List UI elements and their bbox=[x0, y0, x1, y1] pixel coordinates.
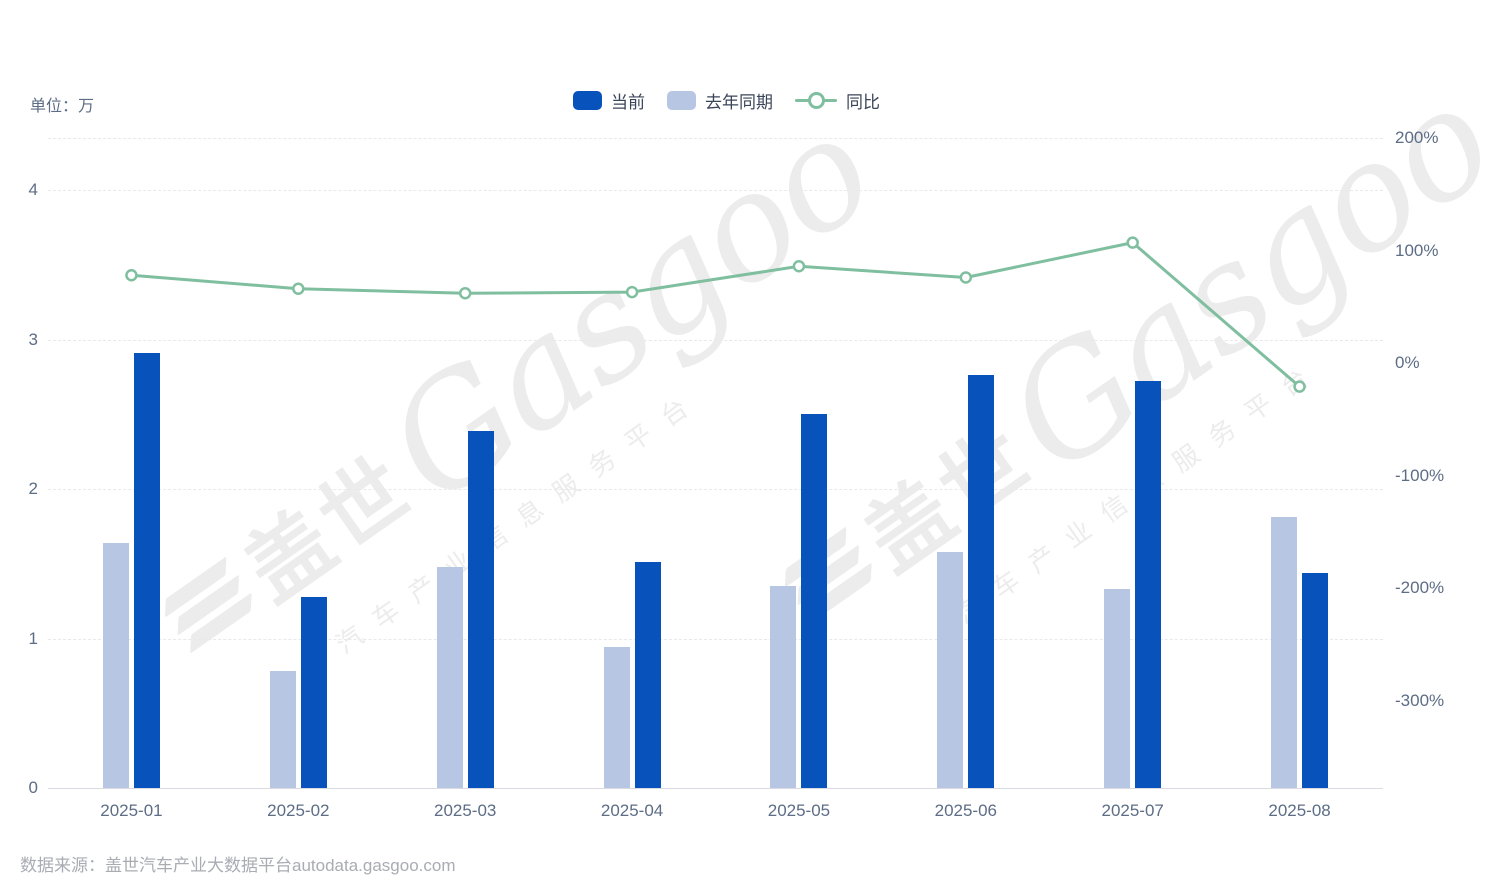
yoy-data-point[interactable] bbox=[458, 287, 472, 300]
legend-label-last-year: 去年同期 bbox=[705, 93, 773, 112]
left-axis-tick: 2 bbox=[28, 479, 38, 498]
x-axis-label: 2025-08 bbox=[1268, 801, 1331, 820]
x-axis-label: 2025-04 bbox=[600, 801, 664, 820]
bar-last-year[interactable] bbox=[1271, 517, 1298, 788]
last-year-series-swatch bbox=[667, 91, 696, 110]
bar-current[interactable] bbox=[300, 596, 327, 788]
x-axis-label: 2025-06 bbox=[934, 801, 997, 820]
legend-label-current: 当前 bbox=[611, 93, 645, 112]
right-axis-tick: 0% bbox=[1395, 353, 1420, 372]
yoy-data-point[interactable] bbox=[292, 282, 305, 295]
yoy-line-marker-icon bbox=[795, 91, 837, 110]
watermark-brand-en: Gasgoo bbox=[977, 53, 1487, 506]
gasgoo-slash-logo-icon bbox=[161, 555, 255, 654]
x-axis-label: 2025-03 bbox=[433, 801, 497, 820]
bar-last-year[interactable] bbox=[770, 586, 797, 788]
yoy-data-point[interactable] bbox=[625, 285, 639, 299]
bar-current[interactable] bbox=[634, 562, 661, 788]
unit-label: 单位：万 bbox=[30, 98, 95, 115]
bar-current[interactable] bbox=[133, 352, 160, 788]
left-axis-tick: 0 bbox=[28, 778, 38, 797]
legend-item-current[interactable]: 当前 bbox=[573, 88, 645, 113]
yoy-data-point[interactable] bbox=[125, 269, 138, 282]
bar-last-year[interactable] bbox=[269, 671, 296, 788]
current-series-swatch bbox=[573, 91, 602, 110]
bar-last-year[interactable] bbox=[603, 647, 630, 788]
x-axis-line bbox=[48, 788, 1383, 789]
yoy-data-point[interactable] bbox=[1126, 236, 1139, 249]
bar-last-year[interactable] bbox=[436, 566, 463, 788]
yoy-line bbox=[129, 241, 1302, 389]
bar-last-year[interactable] bbox=[102, 542, 129, 788]
left-axis-tick: 3 bbox=[28, 329, 38, 349]
left-axis-tick: 4 bbox=[28, 180, 38, 199]
x-axis-label: 2025-01 bbox=[100, 801, 163, 820]
right-axis-tick: -100% bbox=[1395, 465, 1445, 485]
gridline bbox=[48, 489, 1383, 490]
bar-current[interactable] bbox=[968, 375, 995, 788]
watermark-brand-cn: 盖世 bbox=[228, 437, 430, 619]
chart-legend: 当前 去年同期 同比 bbox=[573, 88, 880, 113]
yoy-data-point[interactable] bbox=[1293, 380, 1306, 393]
watermark-tagline: 汽车产业信息服务平台 bbox=[948, 197, 1487, 631]
right-axis-tick: -300% bbox=[1395, 690, 1445, 710]
x-axis-label: 2025-02 bbox=[267, 801, 330, 820]
gridline bbox=[48, 190, 1383, 191]
legend-item-last-year[interactable]: 去年同期 bbox=[667, 88, 773, 113]
bar-last-year[interactable] bbox=[937, 551, 964, 788]
right-axis-tick: 200% bbox=[1395, 128, 1439, 147]
right-axis-tick: -200% bbox=[1395, 578, 1445, 597]
data-source-note: 数据来源：盖世汽车产业大数据平台autodata.gasgoo.com bbox=[20, 856, 456, 875]
right-axis-tick: 100% bbox=[1395, 240, 1439, 260]
watermark-tagline: 汽车产业信息服务平台 bbox=[330, 382, 709, 660]
gridline bbox=[48, 138, 1383, 139]
yoy-data-point[interactable] bbox=[959, 271, 973, 284]
left-axis-tick: 1 bbox=[28, 628, 38, 648]
bar-current[interactable] bbox=[467, 430, 494, 788]
x-axis-label: 2025-07 bbox=[1101, 801, 1164, 820]
gridline bbox=[48, 638, 1383, 640]
bar-current[interactable] bbox=[801, 414, 828, 788]
legend-item-yoy[interactable]: 同比 bbox=[795, 88, 880, 113]
bar-last-year[interactable] bbox=[1104, 589, 1131, 788]
yoy-data-point[interactable] bbox=[792, 260, 806, 273]
bar-current[interactable] bbox=[1135, 381, 1162, 788]
legend-label-yoy: 同比 bbox=[846, 93, 880, 112]
bar-current[interactable] bbox=[1302, 572, 1329, 788]
gridline bbox=[48, 339, 1383, 341]
x-axis-label: 2025-05 bbox=[767, 801, 831, 820]
